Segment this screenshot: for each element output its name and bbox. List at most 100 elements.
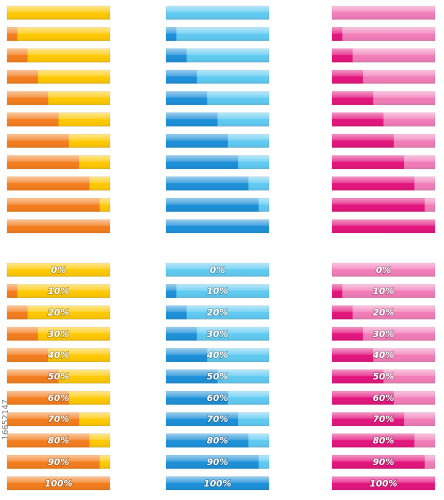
progress-gloss xyxy=(332,455,435,469)
progress-gloss xyxy=(166,369,269,384)
progress-label: 50% xyxy=(48,373,70,383)
progress-gloss xyxy=(7,155,110,169)
progress-label: 20% xyxy=(48,308,70,318)
progress-label: 90% xyxy=(207,458,229,468)
progress-gloss xyxy=(7,6,110,20)
progress-gloss xyxy=(7,305,110,320)
progress-gloss xyxy=(166,134,269,148)
progress-gloss xyxy=(166,6,269,20)
progress-gloss xyxy=(332,348,435,362)
progress-gloss xyxy=(332,476,435,490)
progress-gloss xyxy=(7,433,110,448)
progress-gloss xyxy=(166,476,269,490)
progress-gloss xyxy=(7,112,110,127)
progress-label: 100% xyxy=(204,479,232,489)
progress-label: 0% xyxy=(376,266,391,276)
progress-gloss xyxy=(166,155,269,169)
progress-gloss xyxy=(166,70,269,84)
progress-label: 60% xyxy=(207,394,229,404)
progress-gloss xyxy=(166,284,269,298)
progress-gloss xyxy=(166,412,269,426)
progress-label: 40% xyxy=(47,351,70,361)
progress-label: 10% xyxy=(373,287,395,297)
progress-gloss xyxy=(332,369,435,384)
progress-gloss xyxy=(332,134,435,148)
progress-label: 70% xyxy=(207,415,229,425)
progress-gloss xyxy=(166,455,269,469)
progress-label: 30% xyxy=(207,330,229,340)
progress-gloss xyxy=(166,263,269,277)
progress-gloss xyxy=(332,391,435,405)
progress-gloss xyxy=(7,219,110,233)
progress-label: 90% xyxy=(373,458,395,468)
progress-label: 30% xyxy=(48,330,70,340)
progress-gloss xyxy=(332,6,435,20)
progress-gloss xyxy=(7,455,110,469)
progress-gloss xyxy=(332,91,435,105)
progress-gloss xyxy=(7,476,110,490)
progress-gloss xyxy=(166,112,269,127)
progress-gloss xyxy=(166,348,269,362)
progress-gloss xyxy=(332,412,435,426)
progress-label: 40% xyxy=(206,351,229,361)
progress-gloss xyxy=(7,27,110,41)
progress-gloss xyxy=(332,219,435,233)
progress-label: 50% xyxy=(207,373,229,383)
progress-gloss xyxy=(332,176,435,191)
progress-gloss xyxy=(166,91,269,105)
progress-label: 80% xyxy=(207,437,229,447)
progress-gloss xyxy=(166,327,269,341)
progress-label: 40% xyxy=(372,351,395,361)
progress-gloss xyxy=(7,263,110,277)
progress-label: 0% xyxy=(210,266,225,276)
progress-gloss xyxy=(166,305,269,320)
progress-label: 30% xyxy=(373,330,395,340)
progress-gloss xyxy=(7,134,110,148)
progress-gloss xyxy=(166,219,269,233)
progress-gloss xyxy=(332,433,435,448)
progress-gloss xyxy=(166,198,269,212)
progress-gloss xyxy=(332,263,435,277)
progress-gloss xyxy=(332,305,435,320)
progress-gloss xyxy=(7,176,110,191)
progress-gloss xyxy=(332,48,435,63)
progress-label: 0% xyxy=(51,266,66,276)
progress-gloss xyxy=(166,48,269,63)
progress-label: 60% xyxy=(373,394,395,404)
progress-gloss xyxy=(166,391,269,405)
progress-gloss xyxy=(166,27,269,41)
progress-gloss xyxy=(7,198,110,212)
progress-label: 20% xyxy=(207,308,229,318)
progress-gloss xyxy=(332,112,435,127)
progress-label: 50% xyxy=(373,373,395,383)
progress-gloss xyxy=(7,391,110,405)
watermark: 16652147 xyxy=(1,399,10,440)
progress-gloss xyxy=(7,369,110,384)
progress-label: 20% xyxy=(373,308,395,318)
progress-label: 100% xyxy=(370,479,398,489)
progress-gloss xyxy=(166,433,269,448)
progress-label: 60% xyxy=(48,394,70,404)
progress-gloss xyxy=(7,284,110,298)
progress-label: 80% xyxy=(48,437,70,447)
progress-label: 10% xyxy=(48,287,70,297)
progress-gloss xyxy=(332,27,435,41)
progress-label: 70% xyxy=(48,415,70,425)
progress-gloss xyxy=(7,327,110,341)
progress-gloss xyxy=(332,70,435,84)
progress-gloss xyxy=(7,91,110,105)
progress-gloss xyxy=(332,284,435,298)
progress-gloss xyxy=(166,176,269,191)
progress-label: 100% xyxy=(45,479,73,489)
progress-label: 90% xyxy=(48,458,70,468)
progress-gloss xyxy=(7,348,110,362)
progress-label: 70% xyxy=(373,415,395,425)
progress-label: 10% xyxy=(207,287,229,297)
progress-gloss xyxy=(7,412,110,426)
progress-gloss xyxy=(7,48,110,63)
progress-gloss xyxy=(332,155,435,169)
progress-gloss xyxy=(332,198,435,212)
progress-label: 80% xyxy=(373,437,395,447)
progress-gloss xyxy=(7,70,110,84)
